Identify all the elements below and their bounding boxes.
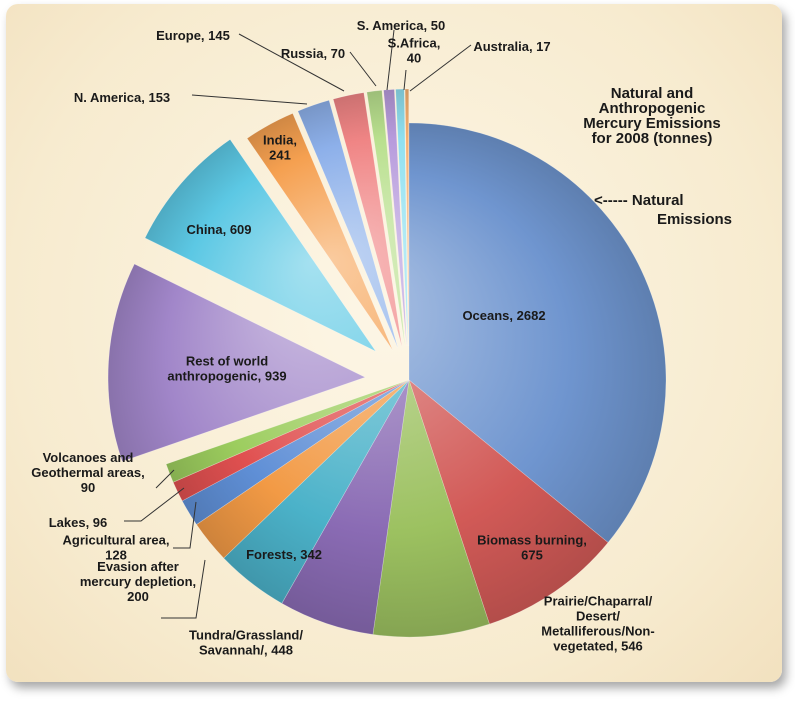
slice-label: China, 609	[186, 222, 251, 237]
chart-title: Natural and Anthropogenic Mercury Emission…	[583, 85, 721, 147]
slice-label: N. America, 153	[74, 90, 170, 105]
pie-slice-evasion-after	[196, 379, 410, 559]
chart-title-line: Anthropogenic	[599, 100, 706, 117]
slice-label-line: 40	[407, 51, 421, 66]
chart-title-line: Natural and	[611, 85, 694, 102]
chart-frame: Oceans, 2682 Biomass burning, 675 Prairie/C…	[6, 4, 782, 682]
slice-label: Volcanoes and Geothermal areas, 90	[31, 450, 144, 495]
slice-label: Forests, 342	[246, 547, 322, 562]
slice-label-line: mercury depletion,	[80, 574, 196, 589]
leader-line	[161, 559, 206, 619]
pie-slice-oceans-2682	[408, 122, 667, 543]
slice-label-line: 128	[105, 548, 127, 563]
slice-label-line: S.Africa,	[388, 36, 441, 51]
slice-label-line: Europe, 145	[156, 28, 230, 43]
slice-label-line: Desert/	[576, 609, 620, 624]
slice-label-line: Biomass burning,	[477, 533, 587, 548]
slice-label: Prairie/Chaparral/Desert/Metalliferous/N…	[541, 594, 654, 654]
slice-label-line: N. America, 153	[74, 90, 170, 105]
leader-line	[191, 94, 308, 105]
pie-slice-europe-145	[332, 92, 403, 347]
pie-slice-biomass-burning	[408, 379, 609, 625]
slice-label-line: Agricultural area,	[63, 533, 170, 548]
natural-emissions-annotation: <----- Natural Emissions	[594, 192, 732, 228]
leader-line	[238, 33, 345, 92]
slice-label-line: 200	[127, 589, 149, 604]
slice-label: Evasion after mercury depletion, 200	[80, 559, 196, 604]
pie-slice-prairie-chaparral	[372, 379, 490, 638]
leader-line	[386, 29, 395, 91]
slice-label-line: Savannah/, 448	[199, 643, 293, 658]
slice-label-line: 675	[521, 548, 543, 563]
slice-label-line: Geothermal areas,	[31, 465, 144, 480]
slice-label: Australia, 17	[473, 39, 550, 54]
slice-label: S. America, 50	[357, 18, 445, 33]
slice-label-line: Australia, 17	[473, 39, 550, 54]
pie-slice-s-america-50	[383, 89, 407, 347]
slice-label-line: Tundra/Grassland/	[189, 628, 303, 643]
annotation-line: <----- Natural	[594, 192, 684, 209]
slice-label-line: Russia, 70	[281, 46, 345, 61]
slice-label-line: Forests, 342	[246, 547, 322, 562]
leader-line	[403, 69, 407, 91]
leader-line	[409, 44, 472, 92]
slice-label-line: vegetated, 546	[553, 639, 643, 654]
slice-label: Russia, 70	[281, 46, 345, 61]
pie-slice-forests-342	[223, 379, 410, 604]
pie-slice-n-america-153	[297, 99, 399, 349]
leader-line	[173, 501, 197, 549]
slice-label-line: S. America, 50	[357, 18, 445, 33]
slice-label-line: Prairie/Chaparral/	[544, 594, 653, 609]
slice-label-line: China, 609	[186, 222, 251, 237]
slice-label-line: Lakes, 96	[49, 515, 108, 530]
slice-label: Agricultural area, 128	[63, 533, 170, 563]
pie-chart: Oceans, 2682 Biomass burning, 675 Prairie/C…	[31, 18, 732, 658]
pie-slice-tundra-grassland	[281, 379, 410, 635]
slice-label: Biomass burning, 675	[477, 533, 587, 563]
slice-label: Rest of world anthropogenic, 939	[167, 354, 286, 384]
slice-label-line: Metalliferous/Non-	[541, 624, 654, 639]
pie-slice-russia-70	[366, 89, 406, 347]
slice-label-line: 241	[269, 148, 291, 163]
slice-label-line: 90	[81, 480, 95, 495]
slice-label: Europe, 145	[156, 28, 230, 43]
leader-line	[349, 51, 377, 87]
slice-label-line: Evasion after	[97, 559, 179, 574]
leader-line	[124, 487, 185, 522]
slice-label-line: Rest of world	[186, 354, 268, 369]
slice-label: India, 241	[263, 133, 297, 163]
chart-title-line: Mercury Emissions	[583, 115, 721, 132]
pie-slice-volcanoes-and	[165, 379, 410, 483]
pie-slice-china-609	[144, 139, 377, 353]
slice-label-line: India,	[263, 133, 297, 148]
pie-slice-australia-17	[404, 88, 410, 347]
leader-line	[155, 469, 175, 489]
slice-label: S.Africa, 40	[388, 36, 441, 66]
pie-slice-india	[246, 113, 393, 351]
slice-label-line: Oceans, 2682	[462, 308, 545, 323]
slice-label-line: anthropogenic, 939	[167, 369, 286, 384]
slice-label: Tundra/Grassland/Savannah/, 448	[189, 628, 303, 658]
slice-label: Oceans, 2682	[462, 308, 545, 323]
slice-label-line: Volcanoes and	[43, 450, 134, 465]
pie-slice-agricultural-area	[181, 379, 410, 525]
annotation-line: Emissions	[657, 211, 732, 228]
slice-label: Lakes, 96	[49, 515, 108, 530]
chart-title-line: for 2008 (tonnes)	[592, 130, 713, 147]
pie-slice-rest-of-world	[107, 263, 366, 462]
pie-slice-lakes-96	[172, 379, 410, 502]
